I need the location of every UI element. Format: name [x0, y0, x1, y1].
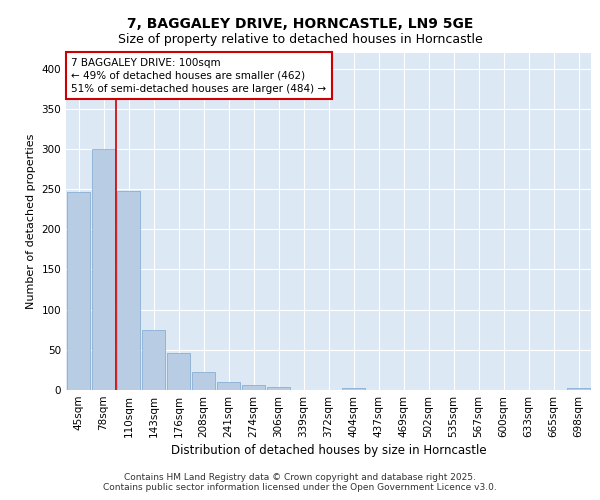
- Bar: [142, 330, 166, 390]
- Bar: [341, 388, 365, 390]
- Bar: [67, 192, 91, 390]
- X-axis label: Distribution of detached houses by size in Horncastle: Distribution of detached houses by size …: [170, 444, 487, 457]
- Bar: [242, 385, 265, 390]
- Text: Size of property relative to detached houses in Horncastle: Size of property relative to detached ho…: [118, 32, 482, 46]
- Text: 7, BAGGALEY DRIVE, HORNCASTLE, LN9 5GE: 7, BAGGALEY DRIVE, HORNCASTLE, LN9 5GE: [127, 18, 473, 32]
- Bar: [92, 149, 115, 390]
- Y-axis label: Number of detached properties: Number of detached properties: [26, 134, 36, 309]
- Bar: [217, 382, 241, 390]
- Bar: [566, 388, 590, 390]
- Bar: [116, 190, 140, 390]
- Text: Contains HM Land Registry data © Crown copyright and database right 2025.
Contai: Contains HM Land Registry data © Crown c…: [103, 473, 497, 492]
- Bar: [191, 372, 215, 390]
- Bar: [266, 387, 290, 390]
- Bar: [167, 353, 190, 390]
- Text: 7 BAGGALEY DRIVE: 100sqm
← 49% of detached houses are smaller (462)
51% of semi-: 7 BAGGALEY DRIVE: 100sqm ← 49% of detach…: [71, 58, 326, 94]
